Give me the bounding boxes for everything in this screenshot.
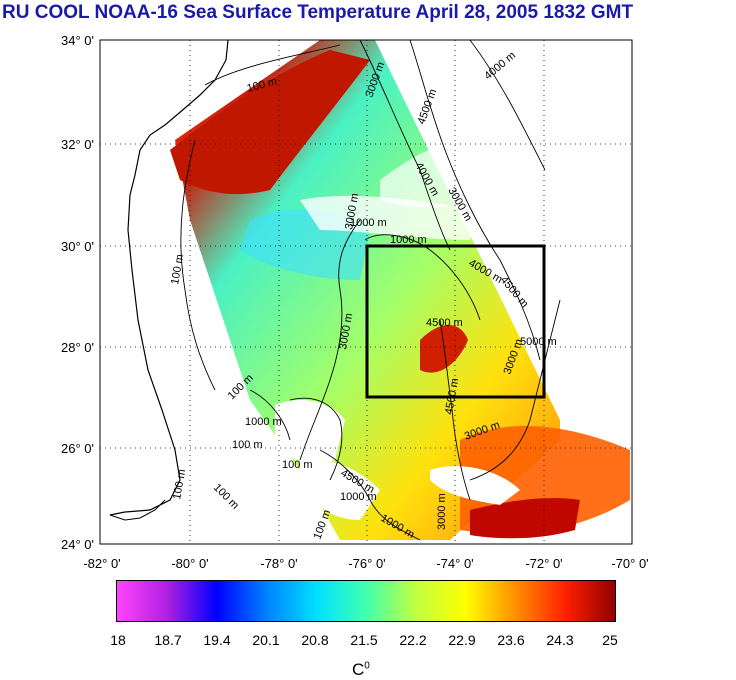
lat-tick-label: 34° 0' [61, 33, 94, 48]
colorbar-units: C0 [352, 660, 370, 680]
units-superscript: 0 [364, 660, 370, 672]
lat-tick-label: 32° 0' [61, 137, 94, 152]
lon-tick-label: -82° 0' [83, 556, 120, 571]
contour-label: 100 m [282, 459, 313, 471]
contour-label: 1000 m [245, 416, 282, 428]
colorbar-label: 22.2 [399, 632, 427, 648]
colorbar-label: 18 [110, 632, 126, 648]
lon-tick-label: -74° 0' [436, 556, 473, 571]
contour-label: 1000 m [390, 234, 427, 246]
contour-label: 100 m [169, 253, 186, 285]
colorbar-label: 21.5 [350, 632, 378, 648]
lon-tick-label: -78° 0' [260, 556, 297, 571]
contour-label: 100 m [171, 468, 188, 500]
study-area-box [365, 244, 546, 399]
colorbar-label: 19.4 [203, 632, 231, 648]
lon-tick-label: -76° 0' [348, 556, 385, 571]
contour-label: 1000 m [350, 217, 387, 229]
contour-label: 4500 m [416, 87, 440, 126]
contour-label: 1000 m [340, 491, 377, 503]
lat-tick-label: 30° 0' [61, 239, 94, 254]
colorbar-label: 18.7 [154, 632, 182, 648]
contour-label: 100 m [211, 482, 241, 512]
colorbar-label: 20.8 [301, 632, 329, 648]
map-title: RU COOL NOAA-16 Sea Surface Temperature … [2, 2, 634, 23]
lat-tick-label: 26° 0' [61, 441, 94, 456]
lon-tick-label: -72° 0' [525, 556, 562, 571]
colorbar-label: 25 [602, 632, 618, 648]
contour-label: 3000 m [436, 493, 448, 530]
colorbar-label: 24.3 [546, 632, 574, 648]
lat-tick-label: 24° 0' [61, 537, 94, 552]
contour-label: 100 m [312, 508, 334, 541]
colorbar-label: 22.9 [448, 632, 476, 648]
contour-label: 4500 m [426, 317, 463, 329]
lon-tick-label: -70° 0' [611, 556, 648, 571]
lat-tick-label: 28° 0' [61, 340, 94, 355]
colorbar-label: 23.6 [497, 632, 525, 648]
bathymetry-contours [180, 39, 561, 541]
lon-tick-label: -80° 0' [171, 556, 208, 571]
sst-swath [170, 40, 630, 540]
map-frame [99, 39, 633, 545]
contour-label: 5000 m [520, 336, 557, 348]
colorbar [116, 580, 616, 622]
contour-label: 100 m [232, 439, 263, 451]
longitude-axis: -82° 0' -80° 0' -78° 0' -76° 0' -74° 0' … [83, 556, 648, 571]
units-label: C [352, 660, 365, 679]
coastline [109, 39, 229, 521]
latitude-axis: 34° 0' 32° 0' 30° 0' 28° 0' 26° 0' 24° 0… [61, 33, 94, 552]
colorbar-label: 20.1 [252, 632, 280, 648]
